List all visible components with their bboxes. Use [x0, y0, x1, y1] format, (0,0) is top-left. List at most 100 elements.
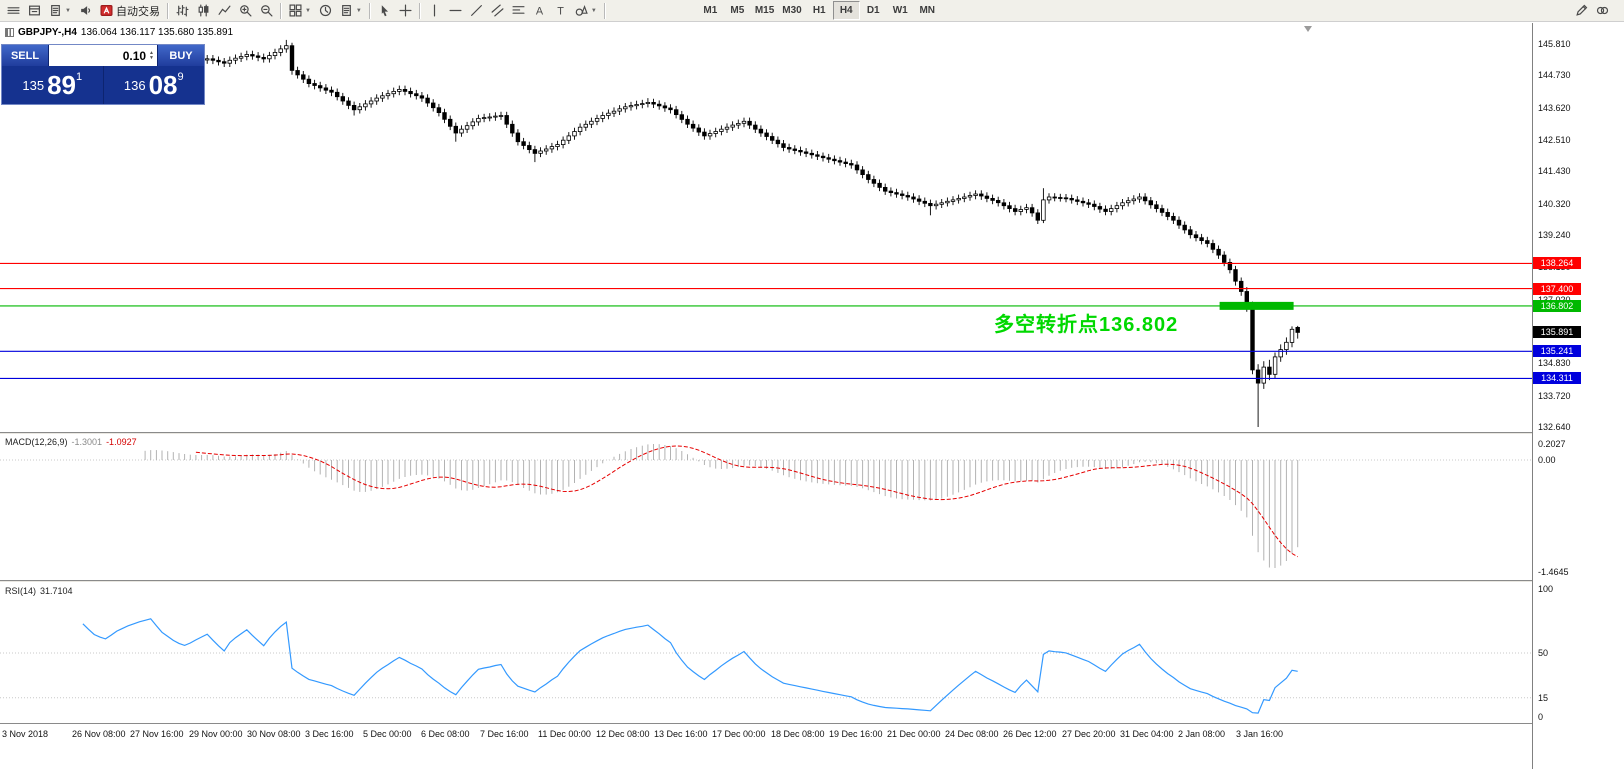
- cursor-icon[interactable]: [374, 1, 395, 21]
- chevron-down-icon[interactable]: ▼: [590, 7, 597, 14]
- label-icon[interactable]: T: [550, 1, 571, 21]
- new-chart-icon[interactable]: ▼: [285, 1, 315, 21]
- time-axis-label: 30 Nov 08:00: [247, 729, 301, 739]
- time-axis[interactable]: 3 Nov 2018 26 Nov 08:00 27 Nov 16:00 29 Nov…: [0, 724, 1532, 744]
- time-axis-label: 13 Dec 16:00: [654, 729, 708, 739]
- rsi-axis-label: 100: [1538, 584, 1554, 594]
- vertical-line-icon[interactable]: [424, 1, 445, 21]
- toolbar-separator: [279, 2, 282, 19]
- time-axis-label: 11 Dec 00:00: [538, 729, 591, 739]
- rsi-axis-label: 15: [1538, 693, 1549, 703]
- macd-axis-label: 0.00: [1538, 455, 1556, 465]
- buy-button[interactable]: BUY: [158, 45, 204, 66]
- time-axis-label: 19 Dec 16:00: [829, 729, 883, 739]
- sell-price-pips: 89: [47, 70, 76, 100]
- rsi-axis-label: 50: [1538, 648, 1549, 658]
- buy-price-prefix: 136: [123, 77, 146, 93]
- timeframe-button-h4[interactable]: H4: [832, 1, 860, 20]
- timeframe-button-mn[interactable]: MN: [914, 1, 941, 20]
- chart-icon: [5, 28, 14, 37]
- sell-price-display[interactable]: 135 89 1: [2, 66, 104, 104]
- zoom-in-icon[interactable]: [235, 1, 256, 21]
- profiles-icon[interactable]: ▼: [45, 1, 75, 21]
- one-click-trading-panel: SELL 0.10 ▲ ▼ BUY 135 89 1 136 08 9: [1, 44, 205, 105]
- alerts-icon[interactable]: [75, 1, 96, 21]
- price-axis-label: 133.720: [1538, 391, 1571, 401]
- horizontal-line-icon[interactable]: [445, 1, 466, 21]
- candlestick-chart-icon[interactable]: [193, 1, 214, 21]
- timeframe-button-m30[interactable]: M30: [778, 1, 805, 20]
- lot-decrease-icon[interactable]: ▼: [149, 54, 154, 61]
- time-axis-label: 21 Dec 00:00: [887, 729, 941, 739]
- price-level-badge: 134.311: [1533, 372, 1581, 384]
- fibonacci-icon[interactable]: [508, 1, 529, 21]
- chevron-down-icon[interactable]: ▼: [355, 7, 362, 14]
- rsi-name: RSI(14): [5, 586, 37, 596]
- chevron-down-icon[interactable]: ▼: [304, 7, 311, 14]
- sell-button[interactable]: SELL: [2, 45, 48, 66]
- timeframe-button-m1[interactable]: M1: [697, 1, 724, 20]
- chevron-down-icon[interactable]: ▼: [65, 7, 71, 14]
- shapes-icon[interactable]: ▼: [571, 1, 601, 21]
- lot-size-input[interactable]: 0.10 ▲ ▼: [48, 45, 158, 66]
- time-axis-label: 29 Nov 00:00: [189, 729, 243, 739]
- autotrading-button[interactable]: 自动交易: [96, 1, 164, 21]
- crosshair-icon[interactable]: [395, 1, 416, 21]
- price-level-badge: 136.802: [1533, 300, 1581, 312]
- timeframe-button-m5[interactable]: M5: [724, 1, 751, 20]
- trendline-icon[interactable]: [466, 1, 487, 21]
- text-icon[interactable]: A: [529, 1, 550, 21]
- macd-main-value: -1.3001: [71, 437, 103, 447]
- rsi-panel[interactable]: [0, 583, 1532, 723]
- toolbar-separator: [166, 2, 169, 19]
- panel-splitter[interactable]: [0, 580, 1624, 582]
- macd-panel[interactable]: [0, 434, 1532, 580]
- time-axis-label: 26 Nov 08:00: [72, 729, 126, 739]
- rsi-value: 31.7104: [40, 586, 73, 596]
- lot-size-value: 0.10: [122, 48, 147, 63]
- toolbar-separator: [368, 2, 371, 19]
- candlestick-chart[interactable]: [0, 23, 1532, 432]
- sell-price-prefix: 135: [22, 77, 45, 93]
- templates-icon[interactable]: ▼: [336, 1, 366, 21]
- bar-chart-icon[interactable]: [172, 1, 193, 21]
- timeframe-button-h1[interactable]: H1: [806, 1, 833, 20]
- time-axis-label: 12 Dec 08:00: [596, 729, 650, 739]
- zoom-out-icon[interactable]: [256, 1, 277, 21]
- trade-panel-prices: 135 89 1 136 08 9: [2, 66, 204, 104]
- toolbar-right-group: [1571, 1, 1613, 21]
- timeframe-button-m15[interactable]: M15: [751, 1, 778, 20]
- price-axis-label: 145.810: [1538, 39, 1571, 49]
- rsi-indicator-label: RSI(14) 31.7104: [5, 586, 73, 596]
- price-level-badge: 137.400: [1533, 283, 1581, 295]
- chart-title: GBPJPY-,H4 136.064 136.117 135.680 135.8…: [5, 27, 233, 38]
- time-axis-label: 27 Dec 20:00: [1062, 729, 1116, 739]
- lot-increase-icon[interactable]: ▲: [149, 49, 154, 56]
- time-axis-label: 26 Dec 12:00: [1003, 729, 1057, 739]
- timeframe-button-w1[interactable]: W1: [887, 1, 914, 20]
- clock-icon[interactable]: [315, 1, 336, 21]
- rsi-axis-label: 0: [1538, 712, 1544, 722]
- price-axis-label: 144.730: [1538, 70, 1571, 80]
- buy-price-display[interactable]: 136 08 9: [104, 66, 205, 104]
- sell-price-sup: 1: [76, 71, 83, 83]
- price-axis-label: 132.640: [1538, 422, 1571, 432]
- panel-splitter[interactable]: [0, 432, 1624, 434]
- toolbar-separator: [603, 2, 606, 19]
- timeframe-button-d1[interactable]: D1: [860, 1, 887, 20]
- time-axis-label: 17 Dec 00:00: [712, 729, 766, 739]
- price-axis[interactable]: 145.810 144.730 143.620 142.510 141.430 140.3…: [1532, 23, 1624, 769]
- edit-icon[interactable]: [1571, 1, 1592, 21]
- menu-icon[interactable]: [3, 1, 24, 21]
- macd-axis-label: 0.2027: [1538, 439, 1566, 449]
- macd-axis-label: -1.4645: [1538, 567, 1569, 577]
- new-order-icon[interactable]: [24, 1, 45, 21]
- price-axis-label: 142.510: [1538, 135, 1571, 145]
- line-chart-icon[interactable]: [214, 1, 235, 21]
- channel-icon[interactable]: [487, 1, 508, 21]
- current-price-badge: 135.891: [1533, 326, 1581, 338]
- chart-shift-marker-icon: [1304, 26, 1312, 32]
- price-level-badge: 138.264: [1533, 257, 1581, 269]
- magnifier-icon[interactable]: [1592, 1, 1613, 21]
- macd-name: MACD(12,26,9): [5, 437, 68, 447]
